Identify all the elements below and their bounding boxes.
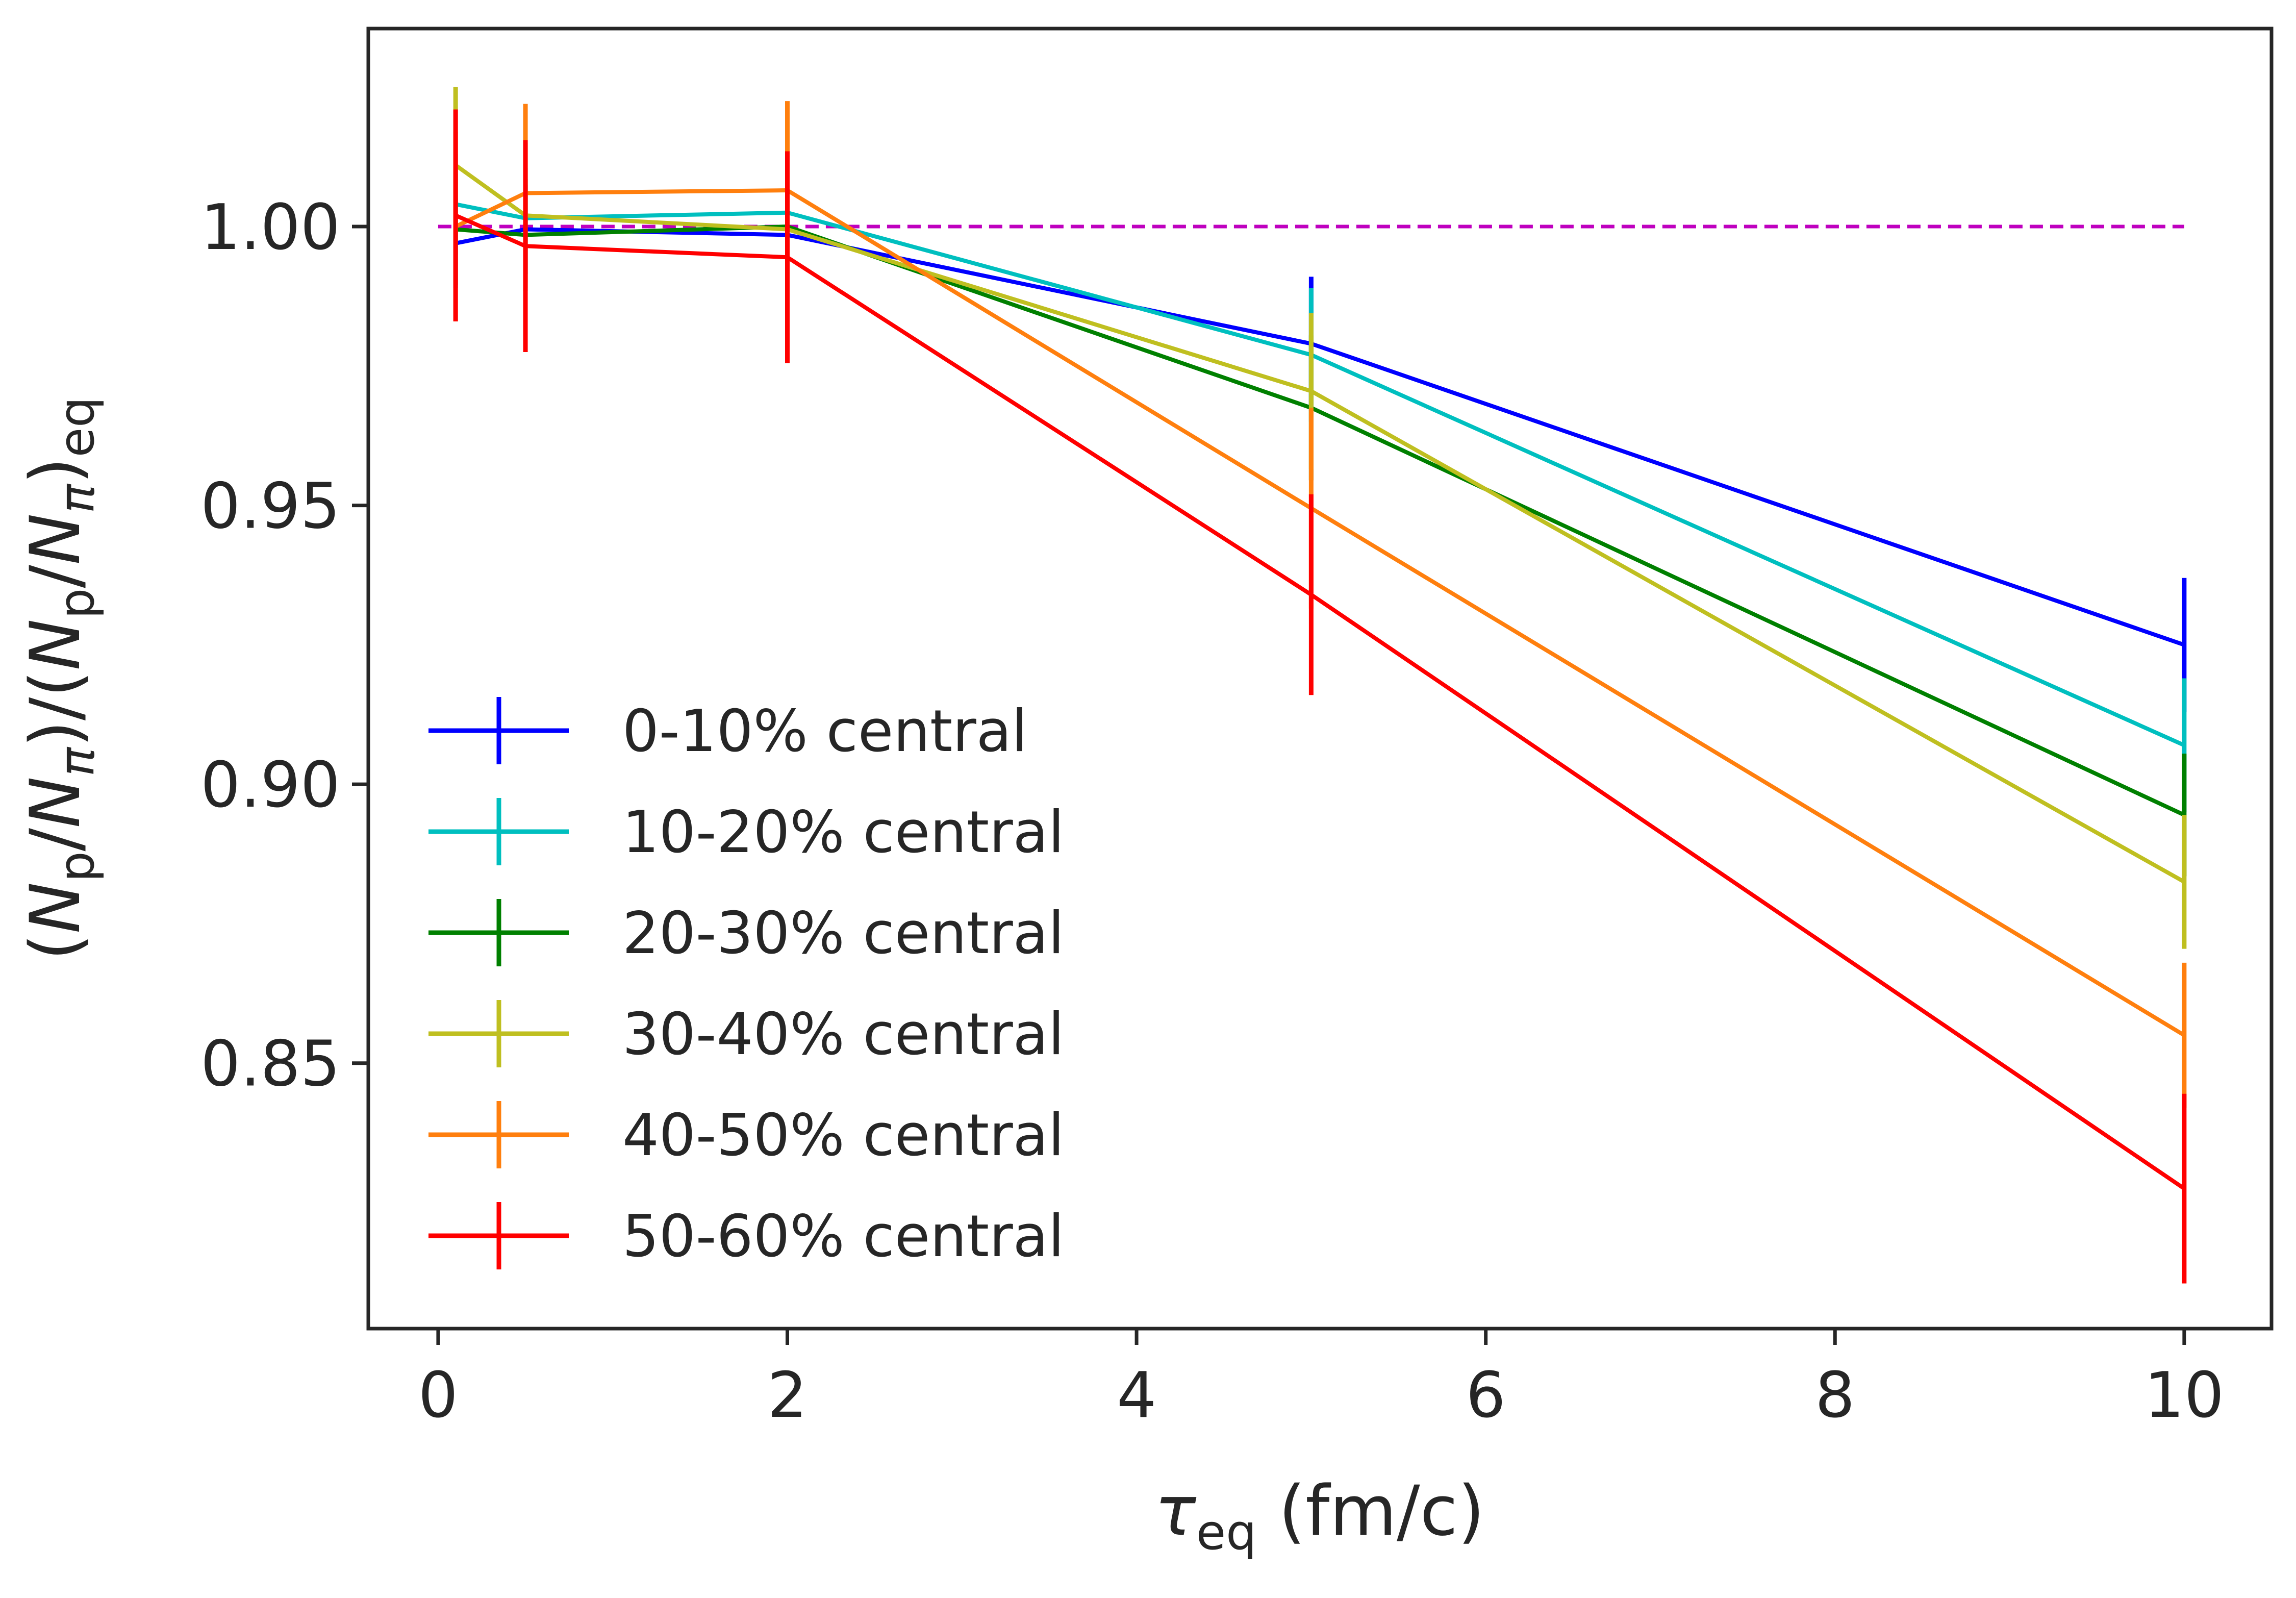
legend-item-40-50-central: 40-50% central (428, 1101, 1064, 1169)
y-tick-label: 0.95 (200, 470, 340, 543)
legend-label: 50-60% central (622, 1203, 1064, 1270)
x-tick-label: 10 (2144, 1359, 2225, 1432)
legend-item-50-60-central: 50-60% central (428, 1202, 1064, 1270)
legend-item-20-30-central: 20-30% central (428, 899, 1064, 967)
y-axis-label: (Np/Nπ)/(Np/Nπ)eq (15, 397, 105, 961)
legend-item-10-20-central: 10-20% central (428, 798, 1064, 866)
x-tick-label: 0 (418, 1359, 458, 1432)
legend-label: 0-10% central (622, 697, 1027, 765)
legend-item-30-40-central: 30-40% central (428, 1000, 1064, 1068)
y-tick-label: 0.90 (200, 749, 340, 822)
x-tick-label: 6 (1466, 1359, 1506, 1432)
legend-label: 30-40% central (622, 1001, 1064, 1068)
legend: 0-10% central 10-20% central 20-30% centra… (428, 697, 1064, 1270)
legend-label: 20-30% central (622, 900, 1064, 967)
x-tick-label: 2 (767, 1359, 807, 1432)
x-tick-label: 4 (1117, 1359, 1156, 1432)
y-axis-ticks: 0.85 0.90 0.95 1.00 (200, 191, 368, 1101)
series-50-60-central (453, 109, 2187, 1284)
x-axis-label: τeq (fm/c) (1154, 1471, 1484, 1561)
x-tick-label: 8 (1815, 1359, 1855, 1432)
y-tick-label: 1.00 (200, 191, 340, 264)
x-axis-ticks: 0 2 4 6 8 10 (418, 1329, 2224, 1432)
legend-label: 10-20% central (622, 798, 1064, 866)
plot-frame (366, 27, 2274, 1331)
y-tick-label: 0.85 (200, 1028, 340, 1101)
legend-label: 40-50% central (622, 1102, 1064, 1169)
series-layer (453, 87, 2187, 1284)
legend-item-0-10-central: 0-10% central (428, 697, 1027, 765)
